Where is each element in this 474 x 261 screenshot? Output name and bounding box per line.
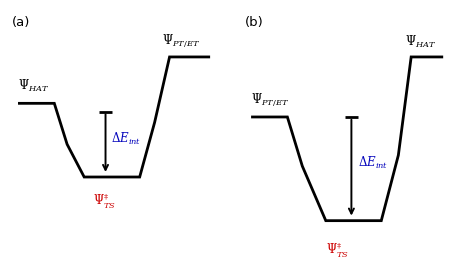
Text: $\Psi_{PT/ET}$: $\Psi_{PT/ET}$ (162, 33, 201, 50)
Text: $\Psi_{HAT}$: $\Psi_{HAT}$ (405, 34, 436, 50)
Text: $\Delta E_{int}$: $\Delta E_{int}$ (358, 155, 388, 171)
Text: $\Delta E_{int}$: $\Delta E_{int}$ (111, 131, 141, 147)
Text: $\Psi^{\ddagger}_{TS}$: $\Psi^{\ddagger}_{TS}$ (326, 240, 349, 260)
Text: $\Psi^{\ddagger}_{TS}$: $\Psi^{\ddagger}_{TS}$ (93, 191, 116, 211)
Text: $\Psi_{HAT}$: $\Psi_{HAT}$ (18, 78, 50, 94)
Text: (a): (a) (12, 16, 30, 29)
Text: $\Psi_{PT/ET}$: $\Psi_{PT/ET}$ (251, 91, 289, 109)
Text: (b): (b) (245, 16, 264, 29)
